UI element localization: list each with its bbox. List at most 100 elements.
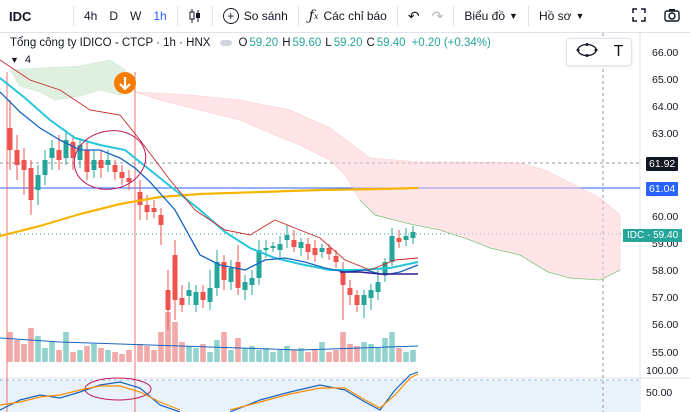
symbol-tag-price: 59.40: [653, 230, 679, 241]
volume-bar: [77, 350, 83, 362]
volume-bar: [186, 346, 192, 362]
candle-body: [207, 288, 213, 302]
volume-bar: [70, 352, 76, 362]
candle-body: [28, 168, 34, 200]
profile-menu-button[interactable]: Hồ sơ ▼: [533, 4, 590, 28]
high-value: 59.60: [292, 37, 322, 49]
volume-bar: [305, 352, 311, 362]
redo-button[interactable]: ↷: [426, 4, 450, 28]
candle-style-button[interactable]: [182, 4, 208, 28]
candles: [7, 100, 416, 330]
candle-body: [112, 165, 118, 172]
candle-body: [14, 150, 20, 165]
interval-w[interactable]: W: [130, 9, 142, 23]
candle-body: [165, 290, 171, 310]
ellipse-drawing[interactable]: [69, 124, 151, 196]
candle-body: [21, 160, 27, 170]
symbol-search[interactable]: IDC: [9, 8, 32, 24]
indicator-count: 4: [24, 54, 32, 66]
drawing-toolbox: T: [566, 38, 632, 66]
stoch-d-line-2: [229, 373, 419, 411]
volume-bar: [119, 354, 125, 362]
candle-body: [193, 292, 199, 305]
visibility-toggle-icon[interactable]: [220, 40, 233, 46]
high-label: H: [282, 37, 291, 49]
volume-bar: [326, 352, 332, 362]
ma-blue-line: [0, 91, 419, 276]
kijun-line: [340, 271, 418, 275]
volume-bar: [235, 338, 241, 362]
candlestick-icon: [188, 8, 202, 24]
candle-body: [403, 236, 409, 240]
text-tool-icon[interactable]: T: [613, 43, 624, 60]
camera-icon[interactable]: [664, 8, 680, 25]
candle-body: [368, 290, 374, 298]
chart-menu-button[interactable]: Biểu đồ ▼: [458, 4, 524, 28]
arrow-down-marker-icon[interactable]: [114, 72, 136, 94]
candle-body: [56, 150, 62, 160]
price-axis-label: 63.00: [652, 128, 679, 140]
compare-label: So sánh: [243, 9, 288, 23]
undo-button[interactable]: ↶: [402, 4, 426, 28]
symbol-tag-name: IDC: [627, 230, 645, 241]
volume-bar: [249, 346, 255, 362]
candle-body: [186, 290, 192, 296]
volume-bar: [165, 312, 171, 362]
volume-bar: [263, 348, 269, 362]
volume-bar: [375, 348, 381, 362]
volume-bar: [126, 350, 132, 362]
volume-bar: [410, 350, 416, 362]
candle-body: [35, 175, 41, 190]
volume-bar: [91, 344, 97, 362]
ma-cyan-line: [0, 77, 419, 271]
divider: [453, 6, 455, 26]
interval-4h[interactable]: 4h: [84, 9, 98, 23]
candle-body: [319, 248, 325, 252]
fullscreen-icon[interactable]: [632, 7, 646, 25]
candle-body: [375, 282, 381, 292]
candle-body: [200, 292, 206, 300]
candle-body: [105, 160, 111, 165]
volume-bar: [179, 342, 185, 362]
divider: [211, 6, 213, 26]
candle-body: [305, 244, 311, 252]
divider: [297, 6, 299, 26]
candle-body: [126, 178, 132, 182]
candle-body: [298, 242, 304, 248]
volume-bar: [361, 342, 367, 362]
interval-d[interactable]: D: [109, 9, 119, 23]
volume-bar: [137, 344, 143, 362]
redo-icon: ↷: [431, 7, 444, 24]
candle-body: [235, 262, 241, 288]
profile-menu-label: Hồ sơ: [538, 9, 572, 23]
volume-bar: [242, 348, 248, 362]
interval-1h[interactable]: 1h: [153, 9, 167, 23]
ichimoku-cloud-red: [134, 91, 621, 281]
candle-body: [84, 150, 90, 172]
volume-bar: [312, 350, 318, 362]
price-axis-label: 65.00: [652, 74, 679, 86]
price-axis-label: 64.00: [652, 101, 679, 113]
ellipse-icon[interactable]: [575, 42, 599, 63]
volume-bar: [333, 350, 339, 362]
price-axis-label: 58.00: [652, 265, 679, 277]
volume-bar: [382, 338, 388, 362]
volume-bar: [7, 332, 13, 362]
chevron-down-icon: ▼: [509, 11, 518, 21]
legend-title[interactable]: Tổng công ty IDICO - CTCP · 1h · HNX: [10, 37, 211, 49]
indicator-toggle[interactable]: ▼ 4: [10, 54, 31, 66]
volume-bar: [14, 340, 20, 362]
osc-axis-label: 100.00: [646, 365, 679, 377]
chevron-down-icon: ▼: [10, 55, 19, 65]
volume-bar: [158, 332, 164, 362]
compare-button[interactable]: + So sánh: [217, 4, 294, 28]
osc-axis-label: 50.00: [646, 387, 673, 399]
plus-circle-icon: +: [222, 8, 239, 24]
candle-body: [70, 142, 76, 158]
volume-bars: [0, 312, 419, 362]
candle-body: [396, 238, 402, 242]
volume-bar: [228, 350, 234, 362]
